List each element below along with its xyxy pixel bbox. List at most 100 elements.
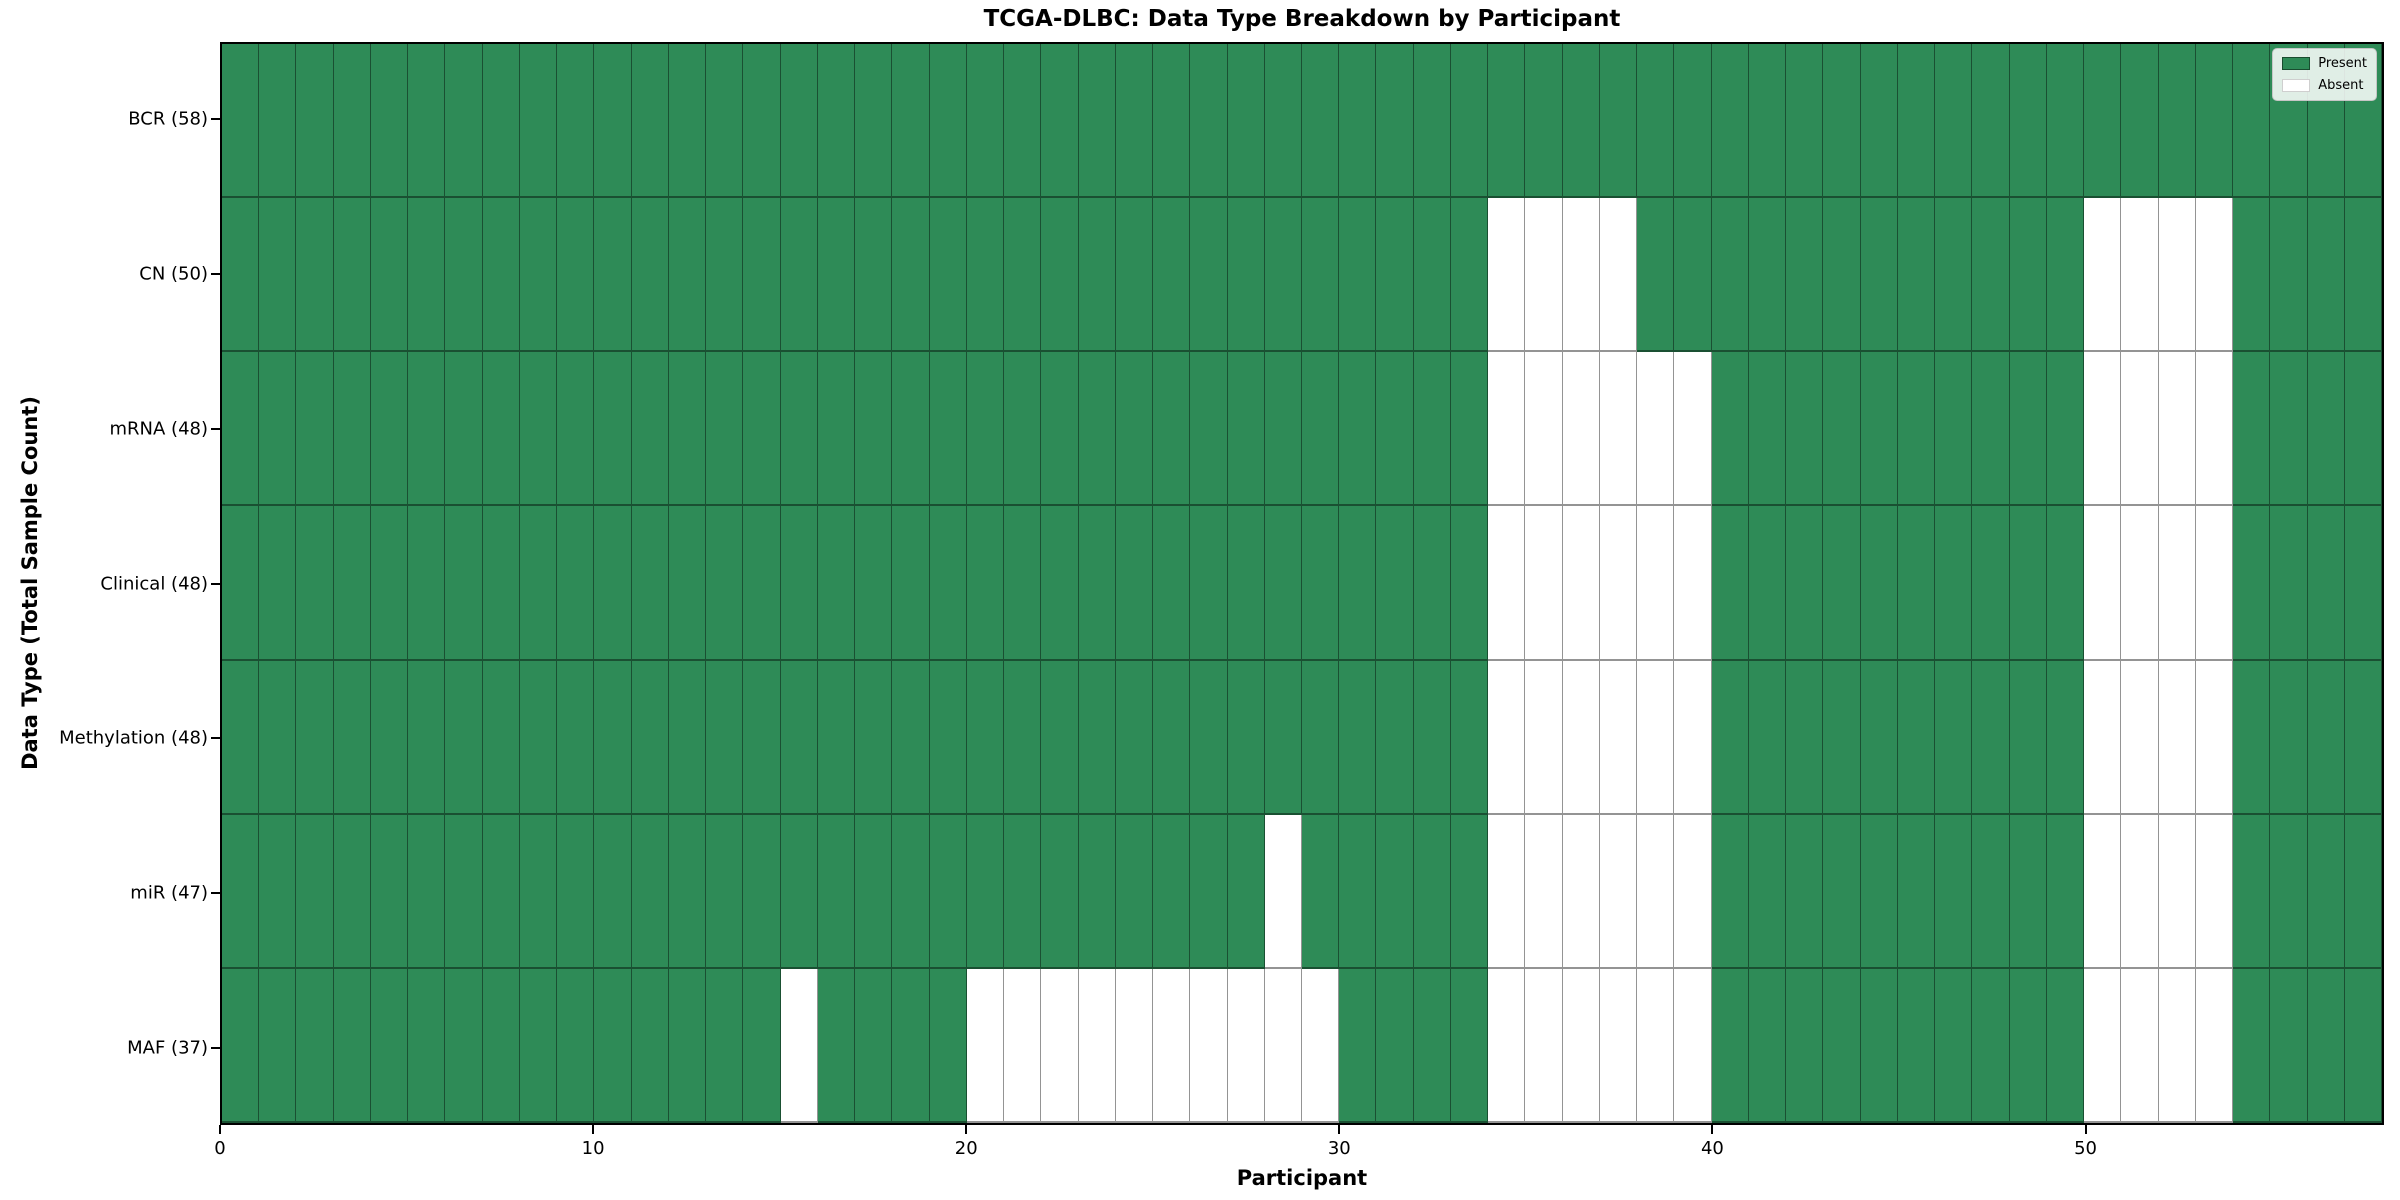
heatmap-cell-MAF-p2 bbox=[296, 968, 334, 1123]
heatmap-cell-BCR-p45 bbox=[1897, 44, 1936, 199]
heatmap-cell-BCR-p20 bbox=[966, 44, 1005, 199]
heatmap-cell-CN-p21 bbox=[1004, 198, 1042, 353]
heatmap-cell-Methylation-p24 bbox=[1115, 660, 1154, 815]
heatmap-cell-Clinical-p38 bbox=[1637, 506, 1675, 661]
heatmap-cell-miR-p37 bbox=[1599, 814, 1638, 969]
heatmap-cell-Clinical-p1 bbox=[259, 506, 297, 661]
heatmap-cell-MAF-p15 bbox=[780, 968, 818, 1123]
heatmap-cell-mRNA-p54 bbox=[2233, 352, 2271, 507]
heatmap-cell-Clinical-p15 bbox=[780, 506, 818, 661]
heatmap-cell-MAF-p29 bbox=[1301, 968, 1340, 1123]
heatmap-cell-mRNA-p45 bbox=[1897, 352, 1936, 507]
heatmap-cell-Methylation-p56 bbox=[2307, 660, 2345, 815]
heatmap-cell-Clinical-p30 bbox=[1339, 506, 1377, 661]
heatmap-cell-mRNA-p52 bbox=[2158, 352, 2196, 507]
x-tick-label-50: 50 bbox=[2074, 1138, 2097, 1159]
heatmap-cell-miR-p53 bbox=[2195, 814, 2234, 969]
heatmap-cell-BCR-p9 bbox=[557, 44, 595, 199]
heatmap-cell-BCR-p35 bbox=[1525, 44, 1563, 199]
heatmap-cell-Clinical-p4 bbox=[370, 506, 409, 661]
heatmap-cell-mRNA-p7 bbox=[482, 352, 520, 507]
heatmap-cell-Methylation-p9 bbox=[557, 660, 595, 815]
heatmap-cell-Methylation-p13 bbox=[706, 660, 744, 815]
heatmap-cell-miR-p35 bbox=[1525, 814, 1563, 969]
heatmap-cell-CN-p28 bbox=[1264, 198, 1302, 353]
heatmap-cell-CN-p27 bbox=[1227, 198, 1265, 353]
heatmap-cell-Methylation-p42 bbox=[1786, 660, 1824, 815]
heatmap-cell-MAF-p20 bbox=[966, 968, 1005, 1123]
heatmap-cell-MAF-p46 bbox=[1935, 968, 1973, 1123]
heatmap-cell-MAF-p7 bbox=[482, 968, 520, 1123]
heatmap-cell-mRNA-p23 bbox=[1078, 352, 1116, 507]
heatmap-cell-Methylation-p1 bbox=[259, 660, 297, 815]
heatmap-cell-MAF-p3 bbox=[333, 968, 371, 1123]
heatmap-cell-mRNA-p49 bbox=[2046, 352, 2085, 507]
heatmap-cell-MAF-p28 bbox=[1264, 968, 1302, 1123]
y-axis-label: Data Type (Total Sample Count) bbox=[18, 396, 42, 770]
heatmap-cell-CN-p33 bbox=[1450, 198, 1489, 353]
x-tick-mark-0 bbox=[219, 1125, 221, 1134]
heatmap-cell-BCR-p11 bbox=[631, 44, 669, 199]
heatmap-cell-MAF-p22 bbox=[1041, 968, 1079, 1123]
y-tick-mark-miR bbox=[211, 891, 220, 894]
heatmap-cell-Methylation-p4 bbox=[370, 660, 409, 815]
heatmap-cell-BCR-p40 bbox=[1711, 44, 1749, 199]
heatmap-cell-miR-p28 bbox=[1264, 814, 1302, 969]
heatmap-cell-Clinical-p40 bbox=[1711, 506, 1749, 661]
heatmap-cell-miR-p15 bbox=[780, 814, 818, 969]
x-tick-mark-10 bbox=[592, 1125, 595, 1134]
heatmap-cell-BCR-p37 bbox=[1599, 44, 1638, 199]
heatmap-cell-Clinical-p12 bbox=[668, 506, 707, 661]
legend-item-absent: Absent bbox=[2282, 78, 2367, 93]
heatmap-cell-miR-p17 bbox=[855, 814, 893, 969]
heatmap-cell-BCR-p8 bbox=[519, 44, 558, 199]
plot-area bbox=[220, 42, 2384, 1125]
heatmap-cell-Methylation-p27 bbox=[1227, 660, 1265, 815]
heatmap-cell-BCR-p29 bbox=[1301, 44, 1340, 199]
heatmap-cell-miR-p1 bbox=[259, 814, 297, 969]
heatmap-cell-mRNA-p1 bbox=[259, 352, 297, 507]
heatmap-cell-miR-p46 bbox=[1935, 814, 1973, 969]
heatmap-cell-BCR-p21 bbox=[1004, 44, 1042, 199]
heatmap-cell-BCR-p48 bbox=[2009, 44, 2047, 199]
heatmap-cell-mRNA-p0 bbox=[222, 352, 260, 507]
heatmap-cell-miR-p11 bbox=[631, 814, 669, 969]
heatmap-cell-Clinical-p45 bbox=[1897, 506, 1936, 661]
heatmap-cell-MAF-p5 bbox=[408, 968, 446, 1123]
heatmap-cell-miR-p40 bbox=[1711, 814, 1749, 969]
heatmap-cell-BCR-p4 bbox=[370, 44, 409, 199]
heatmap-cell-MAF-p30 bbox=[1339, 968, 1377, 1123]
heatmap-cell-MAF-p55 bbox=[2270, 968, 2308, 1123]
legend-label-present: Present bbox=[2318, 56, 2367, 71]
heatmap-cell-CN-p26 bbox=[1190, 198, 1228, 353]
heatmap-cell-MAF-p6 bbox=[445, 968, 483, 1123]
heatmap-cell-BCR-p34 bbox=[1488, 44, 1526, 199]
heatmap-cell-mRNA-p8 bbox=[519, 352, 558, 507]
y-tick-mark-MAF bbox=[211, 1046, 220, 1049]
heatmap-cell-MAF-p43 bbox=[1823, 968, 1861, 1123]
heatmap-cell-mRNA-p19 bbox=[929, 352, 967, 507]
heatmap-cell-Methylation-p38 bbox=[1637, 660, 1675, 815]
x-axis-label: Participant bbox=[1236, 1166, 1368, 1190]
heatmap-cell-mRNA-p42 bbox=[1786, 352, 1824, 507]
heatmap-cell-Methylation-p21 bbox=[1004, 660, 1042, 815]
heatmap-cell-mRNA-p5 bbox=[408, 352, 446, 507]
heatmap-cell-Methylation-p28 bbox=[1264, 660, 1302, 815]
heatmap-cell-CN-p6 bbox=[445, 198, 483, 353]
heatmap-cell-BCR-p7 bbox=[482, 44, 520, 199]
heatmap-cell-CN-p20 bbox=[966, 198, 1005, 353]
heatmap-cell-Clinical-p16 bbox=[817, 506, 856, 661]
heatmap-cell-Methylation-p47 bbox=[1972, 660, 2010, 815]
heatmap-cell-BCR-p50 bbox=[2084, 44, 2122, 199]
heatmap-cell-miR-p6 bbox=[445, 814, 483, 969]
heatmap-cell-BCR-p38 bbox=[1637, 44, 1675, 199]
heatmap-cell-miR-p36 bbox=[1562, 814, 1600, 969]
heatmap-cell-BCR-p2 bbox=[296, 44, 334, 199]
heatmap-cell-Methylation-p23 bbox=[1078, 660, 1116, 815]
heatmap-cell-Methylation-p55 bbox=[2270, 660, 2308, 815]
heatmap-cell-Methylation-p6 bbox=[445, 660, 483, 815]
heatmap-cell-MAF-p0 bbox=[222, 968, 260, 1123]
heatmap-cell-mRNA-p32 bbox=[1413, 352, 1451, 507]
heatmap-cell-CN-p38 bbox=[1637, 198, 1675, 353]
